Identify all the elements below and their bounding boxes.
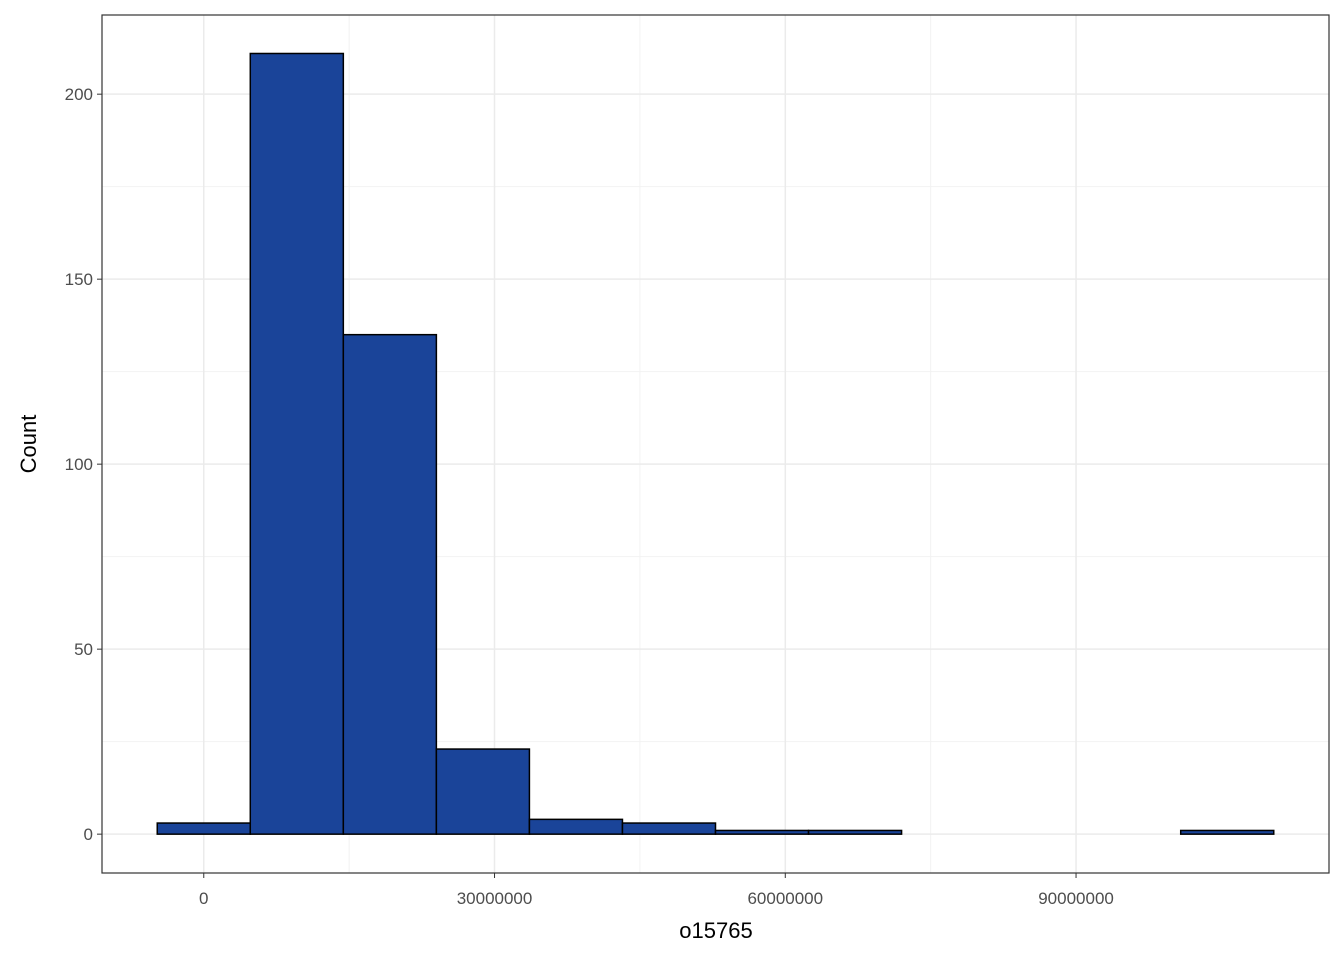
y-axis-title: Count [16,415,41,474]
bar [249,52,345,835]
y-tick-label: 200 [65,85,93,104]
bar [1179,829,1275,835]
y-tick-label: 100 [65,455,93,474]
x-tick-label: 30000000 [457,889,533,908]
bar [342,333,438,835]
y-tick-label: 150 [65,270,93,289]
bar [807,829,903,835]
bar [156,822,252,835]
panel-border [101,14,1330,874]
y-tick-label: 0 [84,825,93,844]
y-tick-label: 50 [74,640,93,659]
bar [621,822,717,835]
bar [435,748,531,835]
x-axis-title: o15765 [679,918,752,943]
x-tick-label: 90000000 [1038,889,1114,908]
bar [714,829,810,835]
x-tick-label: 60000000 [747,889,823,908]
bar [528,818,624,835]
x-tick-label: 0 [199,889,208,908]
